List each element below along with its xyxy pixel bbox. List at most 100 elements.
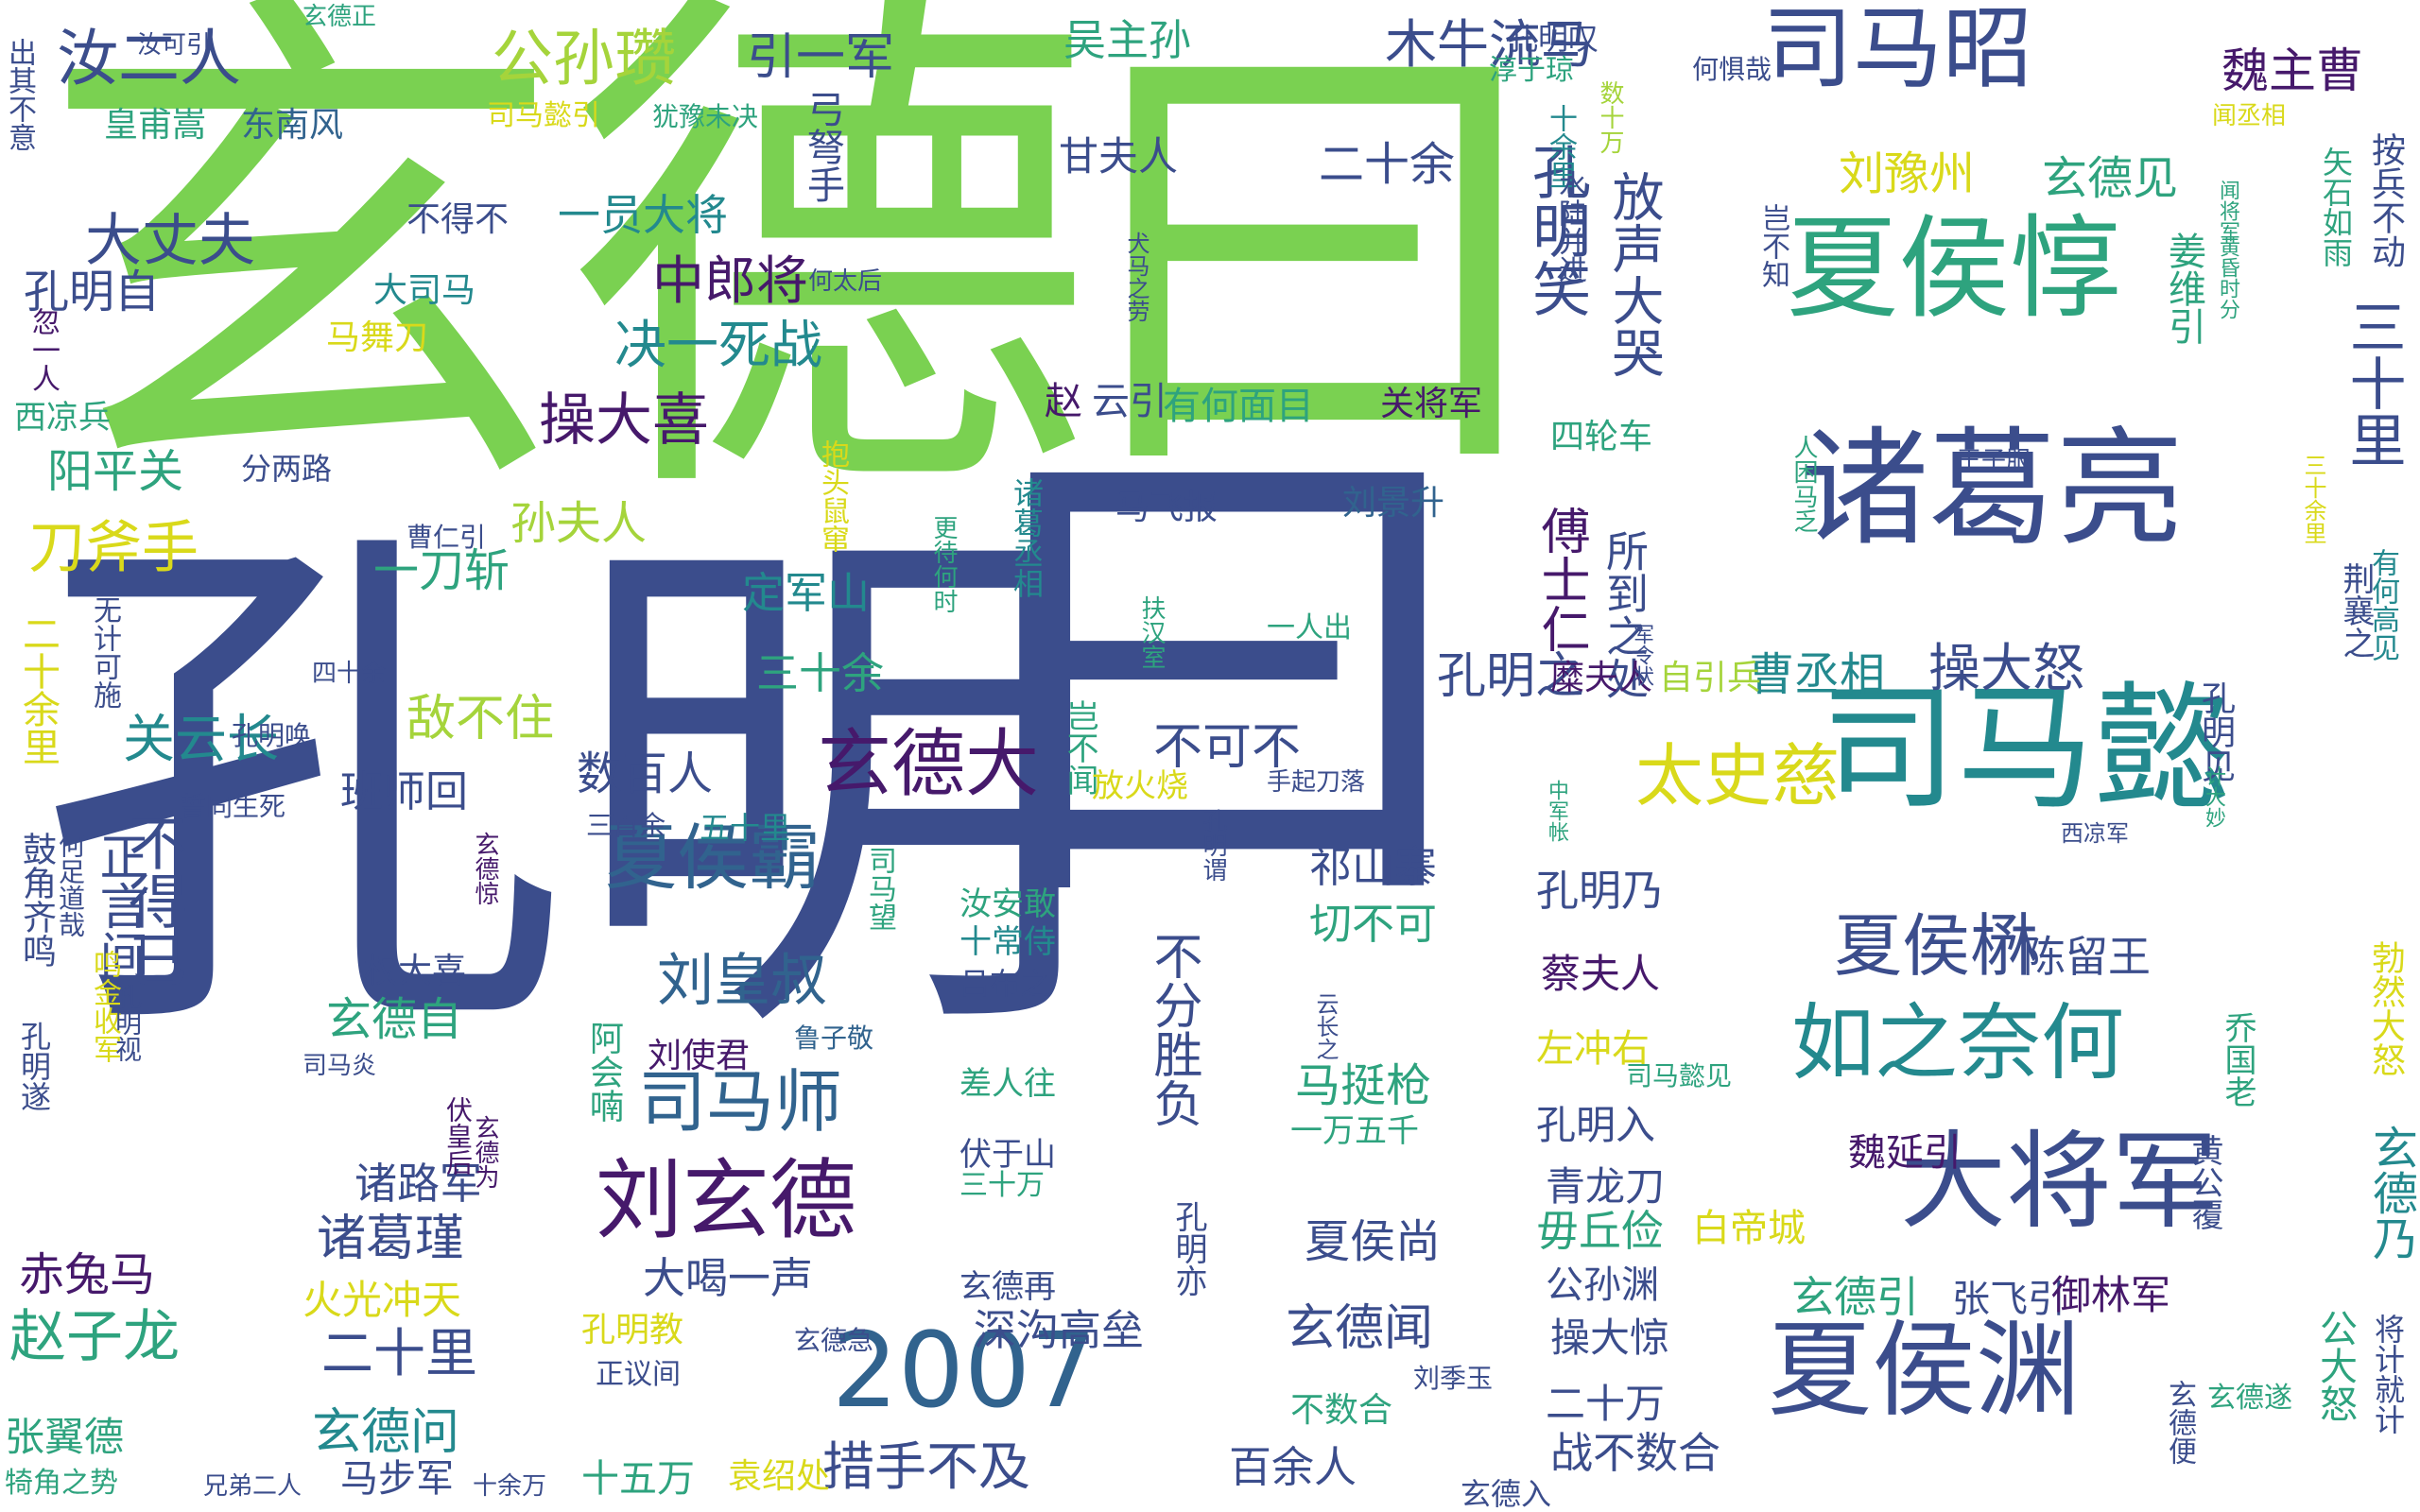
cloud-word: 操大喜 <box>539 387 709 454</box>
cloud-word: 五十里 <box>700 810 791 846</box>
cloud-word: 孔明自 <box>24 266 161 318</box>
cloud-word: 一刀斩 <box>373 544 510 597</box>
cloud-word: 御林军 <box>2051 1272 2171 1318</box>
cloud-word: 百余人 <box>1229 1442 1357 1492</box>
cloud-word: 孔明笑 <box>1522 142 1591 318</box>
cloud-word: 不可不 <box>1153 719 1302 776</box>
cloud-word: 司马懿见 <box>1626 1060 1733 1091</box>
cloud-word: 司马懿引 <box>487 99 600 132</box>
cloud-word: 诸葛丞相 <box>1009 477 1045 598</box>
cloud-word: 汝安敢 <box>959 885 1056 923</box>
cloud-word: 敌不住 <box>406 691 555 747</box>
cloud-word: 弓弩手 <box>801 90 844 203</box>
cloud-word: 汝二人 <box>57 24 242 94</box>
cloud-word: 夏侯惇 <box>1787 203 2122 334</box>
cloud-word: 关云长 <box>123 709 280 769</box>
cloud-word: 十余万 <box>473 1472 547 1501</box>
cloud-word: 一万五千 <box>1290 1112 1419 1150</box>
cloud-word: 十常侍 <box>959 923 1056 961</box>
cloud-word: 吴主孙 <box>1063 15 1192 65</box>
cloud-word: 切不可 <box>1309 899 1438 949</box>
cloud-word: 玄德再 <box>959 1268 1056 1306</box>
cloud-word: 放声大哭 <box>1603 170 1664 378</box>
cloud-word: 操大怒 <box>1928 638 2085 698</box>
cloud-word: 深沟高垒 <box>974 1305 1145 1355</box>
cloud-word: 陈留王 <box>2023 932 2152 982</box>
cloud-word: 何足道哉 <box>55 832 86 937</box>
cloud-word: 勃然大怒 <box>2366 940 2405 1076</box>
cloud-word: 不得已 <box>118 813 187 988</box>
cloud-word: 曹丞相 <box>1749 648 1886 701</box>
cloud-word: 闻将军 <box>2216 180 2239 242</box>
cloud-word: 张翼德 <box>5 1414 125 1460</box>
cloud-word: 犹豫未决 <box>652 101 759 132</box>
cloud-word: 玄德急 <box>794 1325 874 1356</box>
cloud-word: 淳于琼 <box>1489 54 1574 87</box>
cloud-word: 正言间 <box>91 832 147 979</box>
cloud-word: 曹仁引 <box>406 522 487 553</box>
cloud-word: 玄德遂 <box>2207 1382 2292 1415</box>
cloud-word: 青龙刀 <box>1546 1163 1666 1210</box>
cloud-word: 关将军 <box>1380 385 1483 423</box>
cloud-word: 伏皇后 <box>442 1096 474 1176</box>
cloud-word: 姜维引 <box>2162 232 2205 345</box>
cloud-word: 汝可引 <box>137 31 212 60</box>
cloud-word: 玄德自 <box>326 993 463 1046</box>
cloud-word: 三十里 <box>2340 298 2406 468</box>
cloud-word: 玄德乃 <box>2364 1125 2417 1261</box>
cloud-word: 司马望 <box>863 846 896 931</box>
cloud-word: 白帝城 <box>1692 1207 1806 1250</box>
cloud-word: 玄德引 <box>1791 1272 1920 1322</box>
cloud-word: 出其不意 <box>3 38 36 151</box>
cloud-word: 十五万 <box>581 1457 695 1501</box>
cloud-word: 玄德惊 <box>471 832 499 905</box>
cloud-word: 甘夫人 <box>1059 133 1179 180</box>
cloud-word: 魏延引 <box>1848 1131 1962 1175</box>
cloud-word: 祁山寨 <box>1309 842 1438 892</box>
cloud-word: 一员大将 <box>558 190 729 240</box>
cloud-word: 差人往 <box>959 1065 1056 1103</box>
cloud-word: 曰 <box>1068 0 1560 545</box>
cloud-word: 大喝一声 <box>643 1253 814 1303</box>
cloud-word: 黄昏时分 <box>2216 236 2239 319</box>
cloud-word: 孔明见 <box>2196 680 2235 782</box>
cloud-word: 军令状 <box>1630 624 1653 686</box>
cloud-word: 司马昭 <box>1763 0 2033 101</box>
cloud-word: 孔明叹 <box>1508 21 1599 57</box>
cloud-word: 数百人 <box>577 747 714 800</box>
cloud-word: 十余里 <box>1544 104 1577 189</box>
cloud-word: 左冲右 <box>1536 1027 1650 1071</box>
cloud-word: 自引兵 <box>1659 659 1762 697</box>
cloud-word: 四轮车 <box>1550 418 1653 456</box>
cloud-word: 大司马 <box>373 271 476 310</box>
cloud-word: 夏侯渊 <box>1768 1310 2080 1431</box>
cloud-word: 伏于山 <box>959 1136 1056 1174</box>
cloud-word: 将计就计 <box>2370 1314 2406 1435</box>
cloud-word: 兄弟二人 <box>203 1472 302 1501</box>
cloud-word: 不数合 <box>1290 1391 1393 1430</box>
cloud-word: 犬马之劳 <box>1123 232 1150 322</box>
cloud-word: 火光冲天 <box>302 1277 462 1323</box>
cloud-word: 抱头鼠窜 <box>816 439 849 553</box>
cloud-word: 玄德为 <box>471 1115 499 1189</box>
cloud-word: 中军帐 <box>1545 780 1568 842</box>
cloud-word: 刀斧手 <box>28 515 199 581</box>
cloud-word: 鼓角齐鸣 <box>17 832 56 968</box>
cloud-word: 中郎将 <box>652 250 809 311</box>
cloud-word: 刘季玉 <box>1413 1363 1494 1394</box>
cloud-word: 刘使君 <box>648 1037 751 1075</box>
cloud-word: 矢石如雨 <box>2318 146 2354 267</box>
cloud-word: 战不数合 <box>1550 1428 1721 1478</box>
cloud-word: 何太后 <box>808 267 883 296</box>
cloud-word: 糜夫人 <box>1550 659 1653 697</box>
cloud-word: 赵子龙 <box>9 1304 180 1370</box>
cloud-word: 鸣金收军 <box>88 950 121 1063</box>
cloud-word: 公孙瓒 <box>492 24 677 94</box>
cloud-word: 刘豫州 <box>1839 147 1976 200</box>
cloud-word: 人困马乏 <box>1789 435 1818 533</box>
cloud-word: 孔明乃 <box>1536 866 1665 916</box>
cloud-word: 按兵不动 <box>2366 132 2405 268</box>
cloud-word: 放火烧 <box>1092 767 1188 805</box>
cloud-word: 无计可施 <box>88 595 121 709</box>
cloud-word: 二十余里 <box>16 614 60 765</box>
